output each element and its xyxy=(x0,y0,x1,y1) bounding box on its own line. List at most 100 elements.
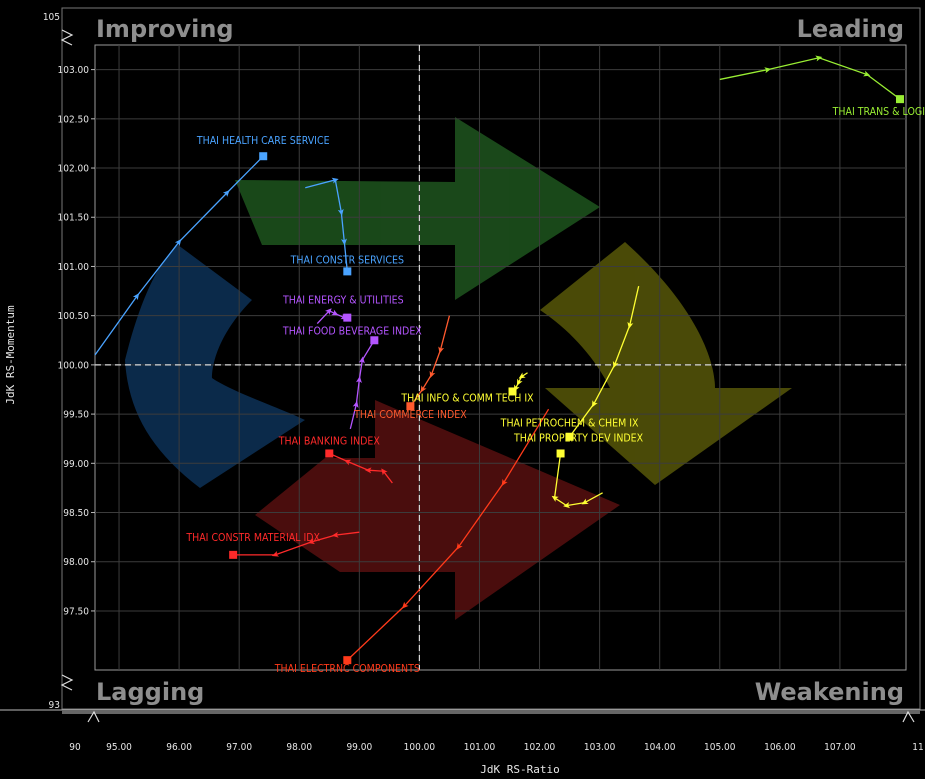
latest-point-marker xyxy=(406,402,415,411)
series-layer: THAI HEALTH CARE SERVICE THAI CONSTR SERV… xyxy=(94,55,925,675)
y-tick-label: 100.00 xyxy=(58,360,90,371)
data-point xyxy=(516,378,523,386)
data-point xyxy=(271,551,280,557)
series-0: THAI HEALTH CARE SERVICE xyxy=(94,135,330,356)
quadrant-label-lagging: Lagging xyxy=(96,678,204,706)
x-tick-label: 101.00 xyxy=(464,742,496,753)
y-tick-label: 102.00 xyxy=(58,164,90,175)
latest-point-marker xyxy=(325,449,334,458)
series-6: THAI CONSTR MATERIAL IDX xyxy=(185,531,360,559)
x-tick-label: 106.00 xyxy=(764,742,796,753)
x-tick-label: 97.00 xyxy=(226,742,252,753)
x-break-left-icon xyxy=(87,710,100,723)
data-point xyxy=(344,459,352,466)
quadrant-label-leading: Leading xyxy=(797,15,904,43)
data-point xyxy=(551,495,559,502)
latest-point-marker xyxy=(508,387,517,396)
series-7: THAI ELECTRNC COMPONENTS xyxy=(274,408,550,675)
latest-point-marker xyxy=(343,656,352,665)
data-point xyxy=(429,370,436,379)
series-label: THAI INFO & COMM TECH IX xyxy=(400,392,534,404)
latest-point-marker xyxy=(565,432,574,441)
x-tick-label: 98.00 xyxy=(286,742,312,753)
data-point xyxy=(325,308,332,315)
y-tick-label: 103.00 xyxy=(58,65,90,76)
data-point xyxy=(420,385,427,393)
data-point xyxy=(358,356,365,364)
data-point xyxy=(331,177,339,184)
data-point xyxy=(364,467,372,474)
latest-point-marker xyxy=(895,95,904,104)
series-label: THAI FOOD BEVERAGE INDEX xyxy=(282,325,422,337)
grid xyxy=(95,45,906,670)
reference-lines xyxy=(95,45,906,670)
latest-point-marker xyxy=(343,313,352,322)
y-axis-title: JdK RS-Momentum xyxy=(4,305,17,405)
data-point xyxy=(438,346,445,354)
data-point xyxy=(863,70,871,77)
series-label: THAI PETROCHEM & CHEM IX xyxy=(500,418,639,430)
green-arrow xyxy=(235,117,600,300)
x-tick-label: 99.00 xyxy=(346,742,372,753)
blue-arrow xyxy=(125,245,305,488)
x-break-right-icon xyxy=(902,710,915,723)
latest-point-marker xyxy=(259,152,268,161)
x-tick-label: 105.00 xyxy=(704,742,736,753)
series-8: THAI INFO & COMM TECH IX xyxy=(400,372,534,404)
series-label: THAI CONSTR SERVICES xyxy=(290,254,404,266)
x-tick-label: 104.00 xyxy=(644,742,676,753)
x-tick-labels: 95.00 96.00 97.00 98.00 99.00 100.00 101.00 102… xyxy=(94,710,907,753)
x-tick-label: 100.00 xyxy=(404,742,436,753)
series-10: THAI PROPERTY DEV INDEX xyxy=(513,432,644,509)
latest-point-marker xyxy=(229,550,238,559)
x-break-high-label: 11 xyxy=(912,742,923,753)
data-point xyxy=(174,239,182,247)
series-label: THAI BANKING INDEX xyxy=(278,435,381,447)
y-break-top-icon xyxy=(60,29,74,46)
series-label: THAI CONSTR MATERIAL IDX xyxy=(185,532,320,544)
x-tick-label: 103.00 xyxy=(584,742,616,753)
data-point xyxy=(612,361,619,369)
quadrant-label-improving: Improving xyxy=(96,15,234,43)
y-tick-label: 98.50 xyxy=(63,508,89,519)
series-4: THAI COMMERCE INDEX xyxy=(353,315,467,421)
y-break-high-label: 105 xyxy=(43,12,60,23)
rotation-arrows xyxy=(125,117,792,620)
series-5: THAI BANKING INDEX xyxy=(278,435,393,484)
y-tick-label: 100.50 xyxy=(58,311,90,322)
x-axis-title: JdK RS-Ratio xyxy=(480,763,559,776)
data-point xyxy=(402,601,409,609)
data-point xyxy=(337,208,344,216)
red-arrow xyxy=(255,400,620,620)
data-point xyxy=(222,190,230,197)
data-point xyxy=(331,531,339,538)
quadrant-label-weakening: Weakening xyxy=(755,678,904,706)
series-1: THAI CONSTR SERVICES xyxy=(290,177,404,276)
y-tick-label: 99.00 xyxy=(63,459,89,470)
series-9: THAI PETROCHEM & CHEM IX xyxy=(500,285,640,441)
data-point xyxy=(355,376,362,383)
series-label: THAI PROPERTY DEV INDEX xyxy=(513,432,644,444)
data-point xyxy=(307,538,315,545)
y-tick-label: 102.50 xyxy=(58,114,90,125)
yellow-arrow xyxy=(540,242,792,485)
data-point xyxy=(563,502,571,509)
x-tick-label: 102.00 xyxy=(524,742,556,753)
data-point xyxy=(456,542,463,550)
data-point xyxy=(501,478,508,486)
y-tick-label: 101.00 xyxy=(58,262,90,273)
series-label: THAI TRANS & LOGIST INDX xyxy=(832,106,925,118)
series-label: THAI HEALTH CARE SERVICE xyxy=(196,135,330,147)
data-point xyxy=(815,55,823,62)
data-point xyxy=(341,238,347,246)
series-label: THAI ENERGY & UTILITIES xyxy=(282,295,404,307)
y-break-low-label: 93 xyxy=(49,700,60,711)
y-tick-label: 101.50 xyxy=(58,213,90,224)
series-label: THAI COMMERCE INDEX xyxy=(353,409,467,421)
x-break-low-label: 90 xyxy=(69,742,81,753)
series-2: THAI ENERGY & UTILITIES xyxy=(282,295,404,324)
data-point xyxy=(132,293,140,301)
data-point xyxy=(381,468,388,476)
latest-point-marker xyxy=(343,267,352,276)
